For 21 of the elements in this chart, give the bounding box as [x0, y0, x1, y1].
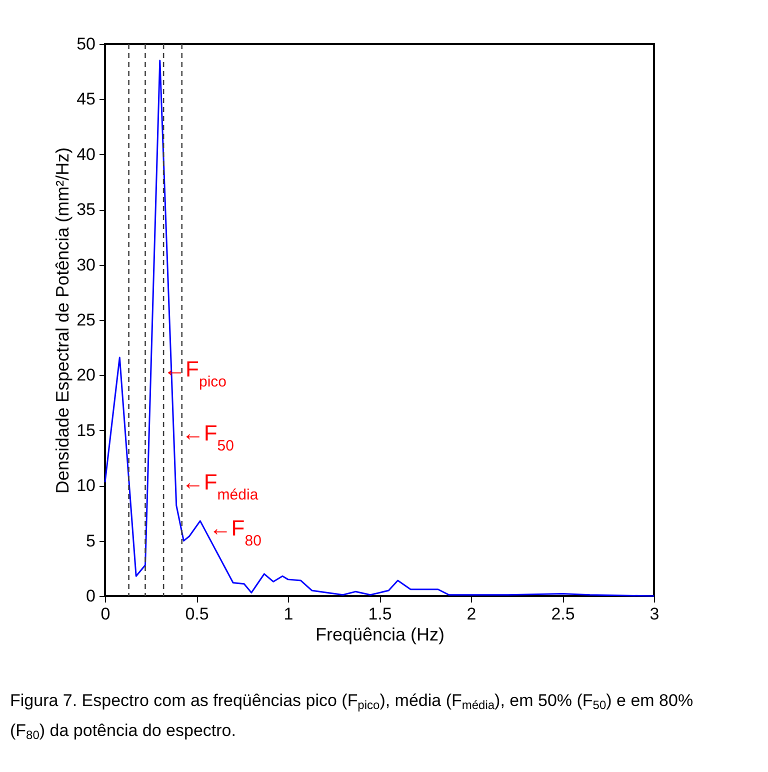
x-tick-label: 3	[650, 604, 660, 624]
x-tick-label: 0	[100, 604, 110, 624]
y-tick-label: 20	[76, 366, 96, 385]
x-tick-label: 1	[284, 604, 294, 624]
y-tick-label: 15	[76, 420, 96, 440]
line-series	[104, 60, 655, 597]
x-tick-label: 2	[466, 604, 476, 624]
x-tick-label: 2.5	[551, 604, 575, 624]
y-tick-label: 30	[76, 255, 96, 274]
x-tick-label: 1.5	[368, 604, 392, 624]
y-tick-label: 0	[86, 586, 96, 606]
y-axis-title: Densidade Espectral de Potência (mm²/Hz)	[52, 147, 73, 494]
x-axis-title: Freqüência (Hz)	[315, 624, 445, 644]
x-tick-label: 0.5	[185, 604, 209, 624]
y-tick-label: 40	[76, 144, 96, 164]
y-tick-label: 25	[76, 310, 96, 330]
y-tick-label: 35	[76, 200, 96, 220]
y-tick-label: 10	[76, 476, 96, 496]
y-tick-label: 50	[76, 34, 96, 54]
y-tick-label: 45	[76, 90, 96, 109]
y-tick-label: 5	[86, 531, 96, 550]
